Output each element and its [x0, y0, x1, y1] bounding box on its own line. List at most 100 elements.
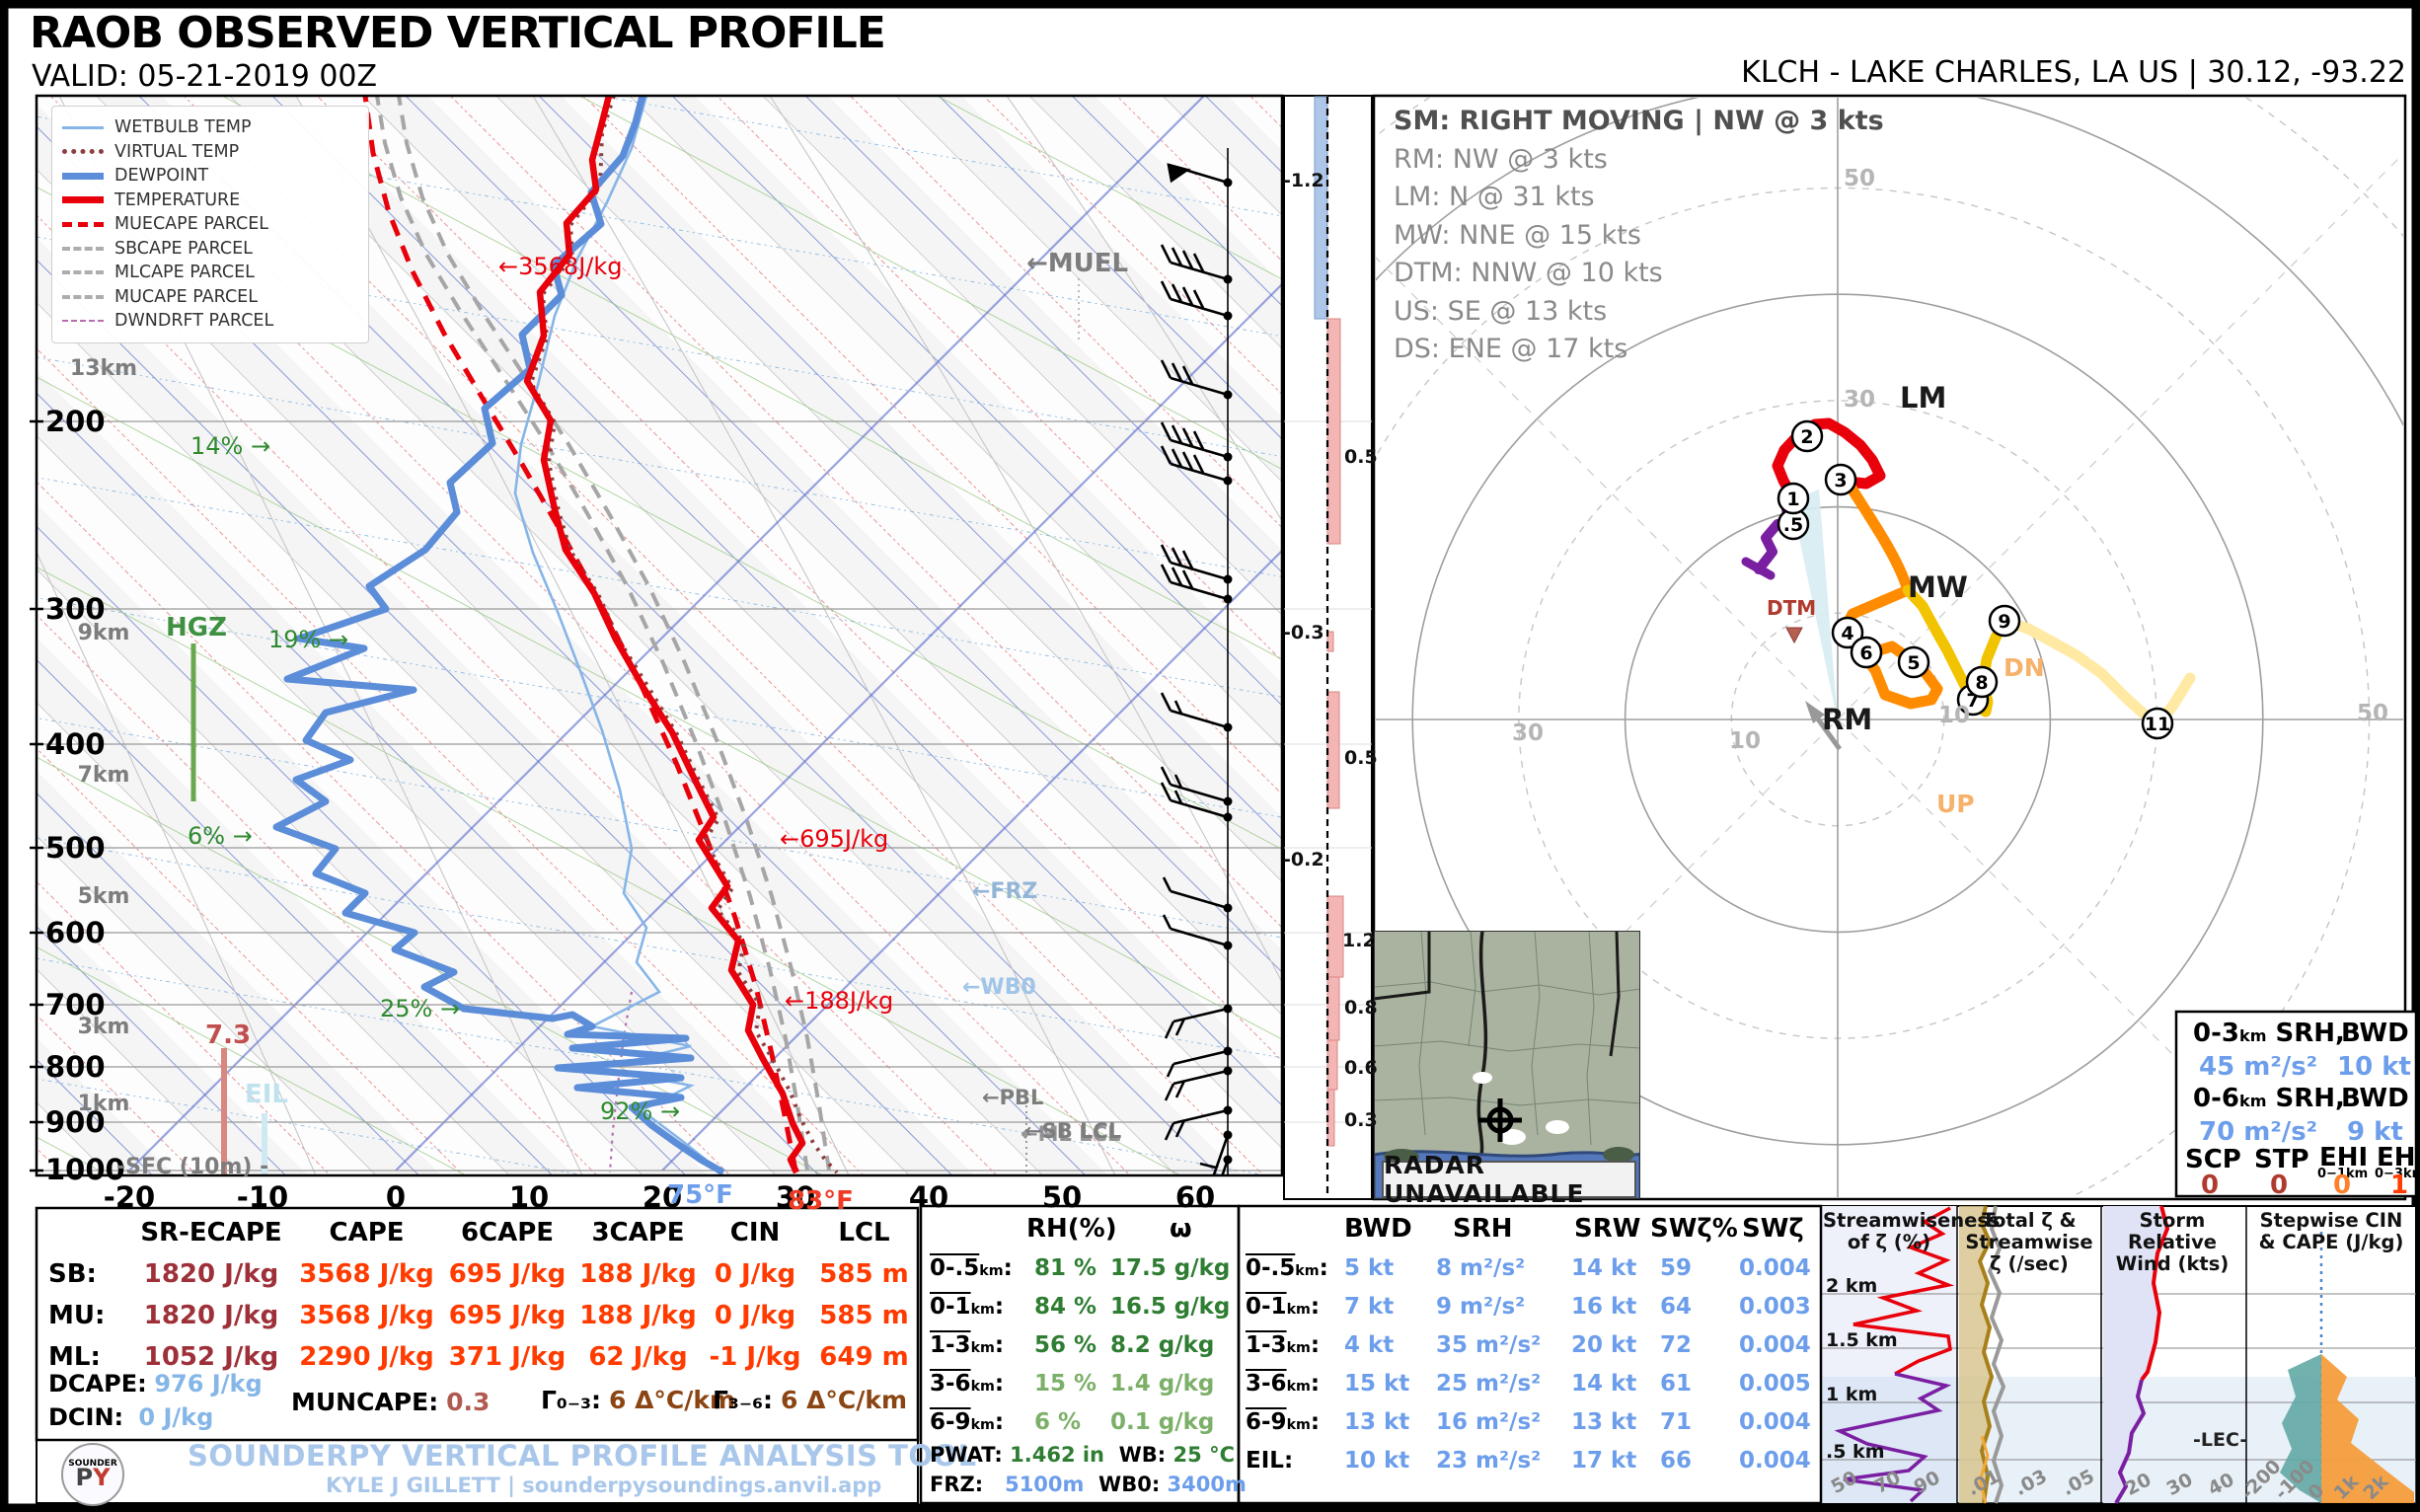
thermo-value: 1820 J/kg [143, 1301, 279, 1330]
height-label: 7km [77, 763, 130, 788]
sfc-label: -SFC (10m) - [116, 1155, 269, 1179]
skewt-border [35, 94, 1284, 1177]
kin-value: 0.004 [1739, 1332, 1811, 1358]
gamma36-row: Γ₃₋₆: 6 Δ°C/km [713, 1386, 908, 1414]
state-border [1476, 931, 1488, 1164]
thermo-col-header: CIN [729, 1218, 781, 1247]
thermo-value: 1052 J/kg [143, 1342, 279, 1372]
kin-value: 7 kt [1344, 1294, 1395, 1320]
ring-label: 30 [1512, 720, 1545, 746]
w-value: 1.4 g/kg [1110, 1371, 1215, 1397]
svg-text:6: 6 [1859, 643, 1872, 664]
kin-value: 66 [1660, 1448, 1693, 1474]
up-label: UP [1936, 790, 1975, 818]
dcape-row: DCAPE: 976 J/kg [48, 1370, 263, 1398]
pbl-annotation: ←PBL [982, 1086, 1044, 1109]
dewpoint-line [272, 96, 725, 1175]
sb-lcl-annotation: ←SB LCL [1024, 1119, 1122, 1143]
streamwiseness-line-lower [1834, 1372, 1952, 1503]
storm-motion-ds: DS: ENE @ 17 kts [1394, 334, 1628, 364]
site-crosshair [1478, 1098, 1522, 1142]
thermo-table: SR-ECAPE CAPE 6CAPE 3CAPE CIN LCL SB: 18… [37, 1212, 918, 1378]
svg-text:5: 5 [1907, 652, 1920, 674]
thermo-value: 188 J/kg [579, 1301, 697, 1330]
mlcape-line-icon [62, 270, 104, 275]
legend-item: DEWPOINT [62, 164, 358, 189]
thermo-value: 695 J/kg [448, 1259, 567, 1289]
ring-label: 10 [1729, 728, 1762, 754]
sounderpy-logo: SOUNDER PY [61, 1443, 124, 1506]
legend-item: MLCAPE PARCEL [62, 261, 358, 285]
thermo-col-header: SR-ECAPE [140, 1218, 282, 1247]
storm-motion-lm: LM: N @ 31 kts [1394, 182, 1595, 212]
kin-value: 8 m²/s² [1436, 1255, 1526, 1281]
virtual-temp-line-icon [62, 149, 104, 155]
storm-motion-sm: SM: RIGHT MOVING | NW @ 3 kts [1394, 106, 1884, 136]
omega-value: 1.2 [1342, 930, 1376, 951]
kin-value: 0.004 [1739, 1448, 1811, 1474]
mini-panels [1820, 1205, 2417, 1505]
srh06-value: 70 m²/s² [2199, 1117, 2318, 1147]
virtual-temp-line [528, 96, 839, 1174]
temp-tick: 30 [775, 1180, 816, 1214]
panel4-title: Stepwise CIN & CAPE (J/kg) [2258, 1209, 2404, 1253]
kin-value: 17 kt [1571, 1448, 1637, 1474]
srw-line-upper [2140, 1205, 2170, 1382]
wind-barb-column [1160, 148, 1233, 1175]
rh-annotation: 19% → [268, 626, 349, 653]
omega-strip [1283, 95, 1373, 1200]
page-title: RAOB OBSERVED VERTICAL PROFILE [30, 8, 886, 58]
panel-ylabel: 2 km [1826, 1275, 1878, 1297]
legend-item: MUECAPE PARCEL [62, 212, 358, 237]
radar-echo-blobs [1473, 1072, 1569, 1145]
scp-label: SCP [2185, 1145, 2241, 1174]
stp-value: 0 [2270, 1171, 2289, 1200]
ml-lcl-annotation: ←ML LCL [1021, 1122, 1121, 1146]
panel-ylabel: 1.5 km [1826, 1329, 1898, 1351]
svg-text:1: 1 [1786, 489, 1799, 510]
thermo-value: 649 m [819, 1342, 909, 1372]
footer-credit: KYLE J GILLETT | sounderpysoundings.anvi… [326, 1474, 882, 1497]
omega-bars-down [1326, 318, 1344, 1147]
pressure-label: 900 [45, 1105, 106, 1139]
temperature-line-icon [62, 196, 104, 204]
thermo-row-label: SB: [48, 1259, 97, 1289]
temp-tick: -20 [103, 1180, 156, 1214]
wb0-annotation: ←WB0 [962, 975, 1036, 1000]
kin-value: 5 kt [1344, 1255, 1395, 1281]
temp-tick: -10 [236, 1180, 289, 1214]
omega-bar-up [1314, 96, 1328, 320]
kin-value: 13 kt [1571, 1409, 1637, 1435]
kin-value: 61 [1660, 1371, 1693, 1397]
svg-text:11: 11 [2145, 714, 2170, 735]
temp-tick: 50 [1041, 1180, 1083, 1214]
omega-value: -0.2 [1283, 849, 1324, 870]
ehi1-value: 0 [2333, 1171, 2352, 1200]
panel-ylabel: .5 km [1826, 1441, 1885, 1463]
rh-header: RH(%) [1026, 1214, 1117, 1244]
legend-item: MUCAPE PARCEL [62, 285, 358, 310]
stepwise-cape-area [2321, 1354, 2414, 1503]
pressure-label: 600 [45, 916, 106, 949]
lm-label: LM [1900, 381, 1947, 415]
thermo-value: 0 J/kg [714, 1301, 796, 1330]
bwd-label: BWD [2341, 1019, 2409, 1048]
svg-text:4: 4 [1841, 623, 1853, 644]
height-label: 5km [77, 884, 130, 909]
rh-annotation: 92% → [600, 1097, 681, 1125]
w-value: 8.2 g/kg [1110, 1332, 1215, 1358]
county-lines [1374, 931, 1640, 1146]
omega-value: 0.5 [1344, 747, 1378, 769]
thermo-row-label: ML: [48, 1342, 101, 1372]
kin-value: 9 m²/s² [1436, 1294, 1526, 1320]
thermo-value: 62 J/kg [588, 1342, 688, 1372]
srw-area [2103, 1206, 2167, 1503]
omega-value: 0.5 [1344, 446, 1378, 468]
bwd03-value: 10 kt [2337, 1052, 2411, 1082]
storm-motion-dtm: DTM: NNW @ 10 kts [1394, 258, 1663, 288]
station-info: KLCH - LAKE CHARLES, LA US | 30.12, -93.… [1741, 55, 2406, 90]
temp-tick: 10 [508, 1180, 550, 1214]
panel-ylabel: 1 km [1826, 1384, 1878, 1405]
rh-annotation: 25% → [380, 995, 461, 1022]
sfc-dewpoint-f: 75°F [667, 1180, 733, 1210]
